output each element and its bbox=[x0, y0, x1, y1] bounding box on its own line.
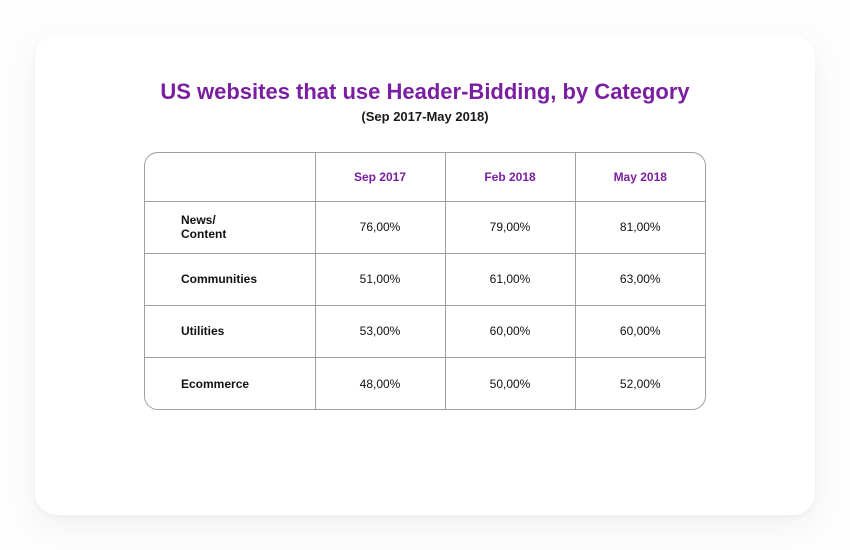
chart-subtitle: (Sep 2017-May 2018) bbox=[361, 109, 488, 124]
table-row: Ecommerce48,00%50,00%52,00% bbox=[145, 357, 705, 409]
table-cell: 79,00% bbox=[445, 201, 575, 253]
table-col-header bbox=[145, 153, 315, 201]
table-cell: 60,00% bbox=[445, 305, 575, 357]
table-row: Utilities53,00%60,00%60,00% bbox=[145, 305, 705, 357]
table-cell: 61,00% bbox=[445, 253, 575, 305]
table-row: Communities51,00%61,00%63,00% bbox=[145, 253, 705, 305]
table-cell: 63,00% bbox=[575, 253, 705, 305]
table-cell: 48,00% bbox=[315, 357, 445, 409]
table-cell: 81,00% bbox=[575, 201, 705, 253]
table-cell: 60,00% bbox=[575, 305, 705, 357]
table-cell: 51,00% bbox=[315, 253, 445, 305]
table-col-header: Feb 2018 bbox=[445, 153, 575, 201]
table-cell: 53,00% bbox=[315, 305, 445, 357]
table-cell: 52,00% bbox=[575, 357, 705, 409]
card: US websites that use Header-Bidding, by … bbox=[35, 35, 815, 515]
table-row-label: Ecommerce bbox=[145, 357, 315, 409]
table-col-header: May 2018 bbox=[575, 153, 705, 201]
table-row: News/Content76,00%79,00%81,00% bbox=[145, 201, 705, 253]
table-row-label: Utilities bbox=[145, 305, 315, 357]
table-col-header: Sep 2017 bbox=[315, 153, 445, 201]
data-table-wrap: Sep 2017Feb 2018May 2018News/Content76,0… bbox=[144, 152, 706, 410]
data-table: Sep 2017Feb 2018May 2018News/Content76,0… bbox=[145, 153, 705, 409]
table-row-label: Communities bbox=[145, 253, 315, 305]
table-cell: 76,00% bbox=[315, 201, 445, 253]
table-row-label: News/Content bbox=[145, 201, 315, 253]
chart-title: US websites that use Header-Bidding, by … bbox=[160, 79, 689, 105]
table-cell: 50,00% bbox=[445, 357, 575, 409]
canvas: US websites that use Header-Bidding, by … bbox=[0, 0, 850, 550]
